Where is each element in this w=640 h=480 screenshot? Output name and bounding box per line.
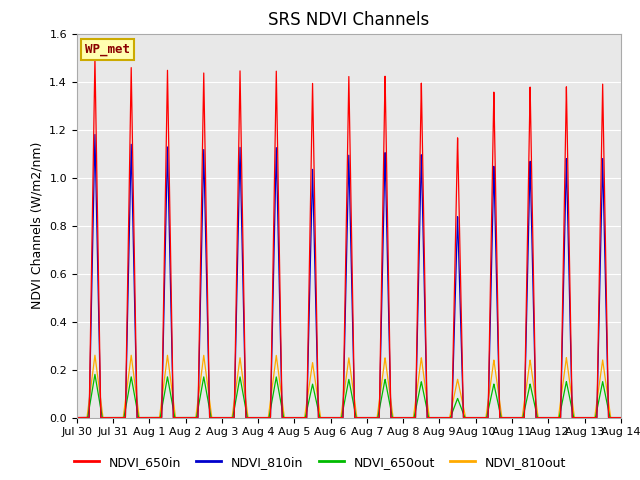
NDVI_650in	[73, 415, 81, 420]
NDVI_810in	[184, 415, 191, 420]
Line: NDVI_650in: NDVI_650in	[77, 58, 621, 418]
NDVI_810out	[73, 415, 81, 420]
NDVI_810out	[501, 415, 509, 420]
NDVI_650in	[276, 321, 284, 326]
NDVI_810in	[617, 415, 625, 420]
NDVI_650out	[615, 415, 623, 420]
NDVI_650in	[184, 415, 191, 420]
NDVI_810out	[189, 415, 197, 420]
NDVI_810out	[184, 415, 191, 420]
NDVI_650in	[424, 415, 431, 420]
NDVI_810in	[73, 415, 81, 420]
NDVI_650in	[501, 415, 509, 420]
NDVI_650in	[615, 415, 623, 420]
NDVI_810out	[617, 415, 625, 420]
NDVI_650in	[617, 415, 625, 420]
NDVI_650out	[617, 415, 625, 420]
NDVI_810out	[615, 415, 623, 420]
Line: NDVI_650out: NDVI_650out	[77, 374, 621, 418]
NDVI_810in	[276, 341, 284, 347]
Y-axis label: NDVI Channels (W/m2/nm): NDVI Channels (W/m2/nm)	[31, 142, 44, 309]
Line: NDVI_810out: NDVI_810out	[77, 355, 621, 418]
NDVI_810in	[615, 415, 623, 420]
NDVI_650out	[184, 415, 191, 420]
Text: WP_met: WP_met	[85, 43, 130, 56]
NDVI_810in	[91, 132, 99, 137]
NDVI_810out	[276, 385, 284, 391]
NDVI_650out	[424, 411, 431, 417]
Legend: NDVI_650in, NDVI_810in, NDVI_650out, NDVI_810out: NDVI_650in, NDVI_810in, NDVI_650out, NDV…	[68, 451, 572, 474]
Line: NDVI_810in: NDVI_810in	[77, 134, 621, 418]
NDVI_810in	[501, 415, 509, 420]
NDVI_650out	[91, 372, 99, 377]
NDVI_810in	[424, 415, 431, 420]
NDVI_650in	[189, 415, 197, 420]
NDVI_810in	[189, 415, 197, 420]
NDVI_650out	[189, 415, 197, 420]
NDVI_650out	[73, 415, 81, 420]
NDVI_810out	[424, 404, 431, 409]
NDVI_650out	[501, 415, 509, 420]
Title: SRS NDVI Channels: SRS NDVI Channels	[268, 11, 429, 29]
NDVI_650out	[276, 398, 284, 404]
NDVI_810out	[91, 352, 99, 358]
NDVI_650in	[91, 55, 99, 60]
